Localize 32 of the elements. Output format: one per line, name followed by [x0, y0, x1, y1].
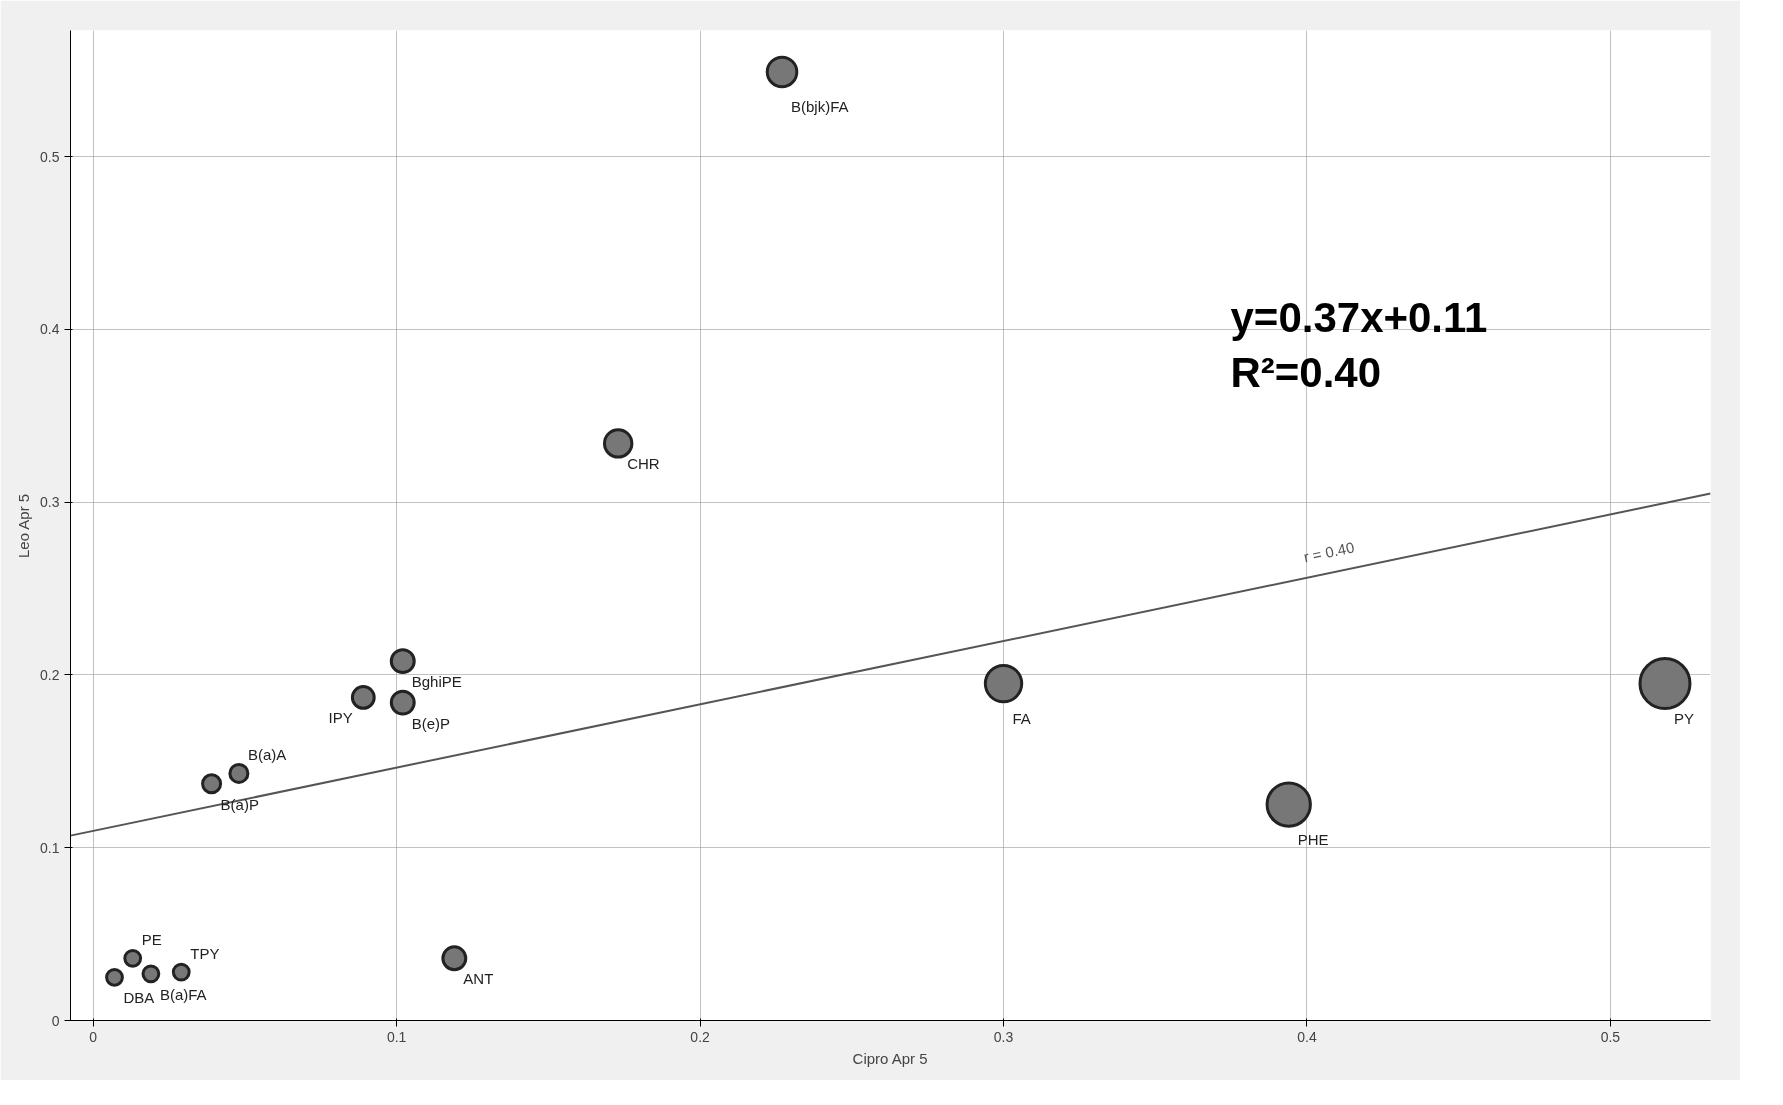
annotation: FA: [1012, 709, 1031, 727]
annotation: CHR: [627, 455, 660, 473]
y-tick-label: 0.2: [40, 666, 60, 683]
annotation: DBA: [123, 989, 155, 1007]
x-tick-label: 0.5: [1600, 1028, 1621, 1045]
y-tick-label: 0: [51, 1012, 60, 1029]
x-tick-label: 0.3: [993, 1028, 1014, 1045]
y-tick-label: 0.5: [40, 148, 60, 165]
annotation: B(e)P: [411, 714, 451, 732]
annotation: B(a)FA: [159, 985, 207, 1003]
annotation: B(a)A: [247, 746, 287, 764]
annotation: B(a)P: [220, 795, 259, 813]
x-tick-label: 0: [89, 1028, 98, 1045]
annotation: PHE: [1297, 830, 1329, 848]
annotation: PY: [1673, 709, 1694, 727]
annotation: PE: [141, 931, 162, 949]
y-tick-label: 0.3: [40, 494, 60, 511]
annotation: IPY: [328, 709, 353, 727]
y-tick-label: 0.1: [40, 839, 60, 856]
x-tick-label: 0.1: [386, 1028, 407, 1045]
x-tick-label: 0.4: [1297, 1028, 1317, 1045]
annotation: r = 0.40: [1302, 538, 1356, 566]
annotation: B(bjk)FA: [791, 97, 849, 115]
annotation: ANT: [463, 970, 494, 988]
y-tick-label: 0.4: [40, 321, 60, 338]
annotation: BghiPE: [411, 673, 462, 691]
annotation: R²=0.40: [1230, 348, 1382, 396]
x-tick-label: 0.2: [690, 1028, 711, 1045]
x-axis-title: Cipro Apr 5: [852, 1049, 928, 1067]
annotation: TPY: [190, 945, 220, 963]
annotation: y=0.37x+0.11: [1230, 293, 1488, 341]
y-axis-title: Leo Apr 5: [15, 493, 33, 559]
